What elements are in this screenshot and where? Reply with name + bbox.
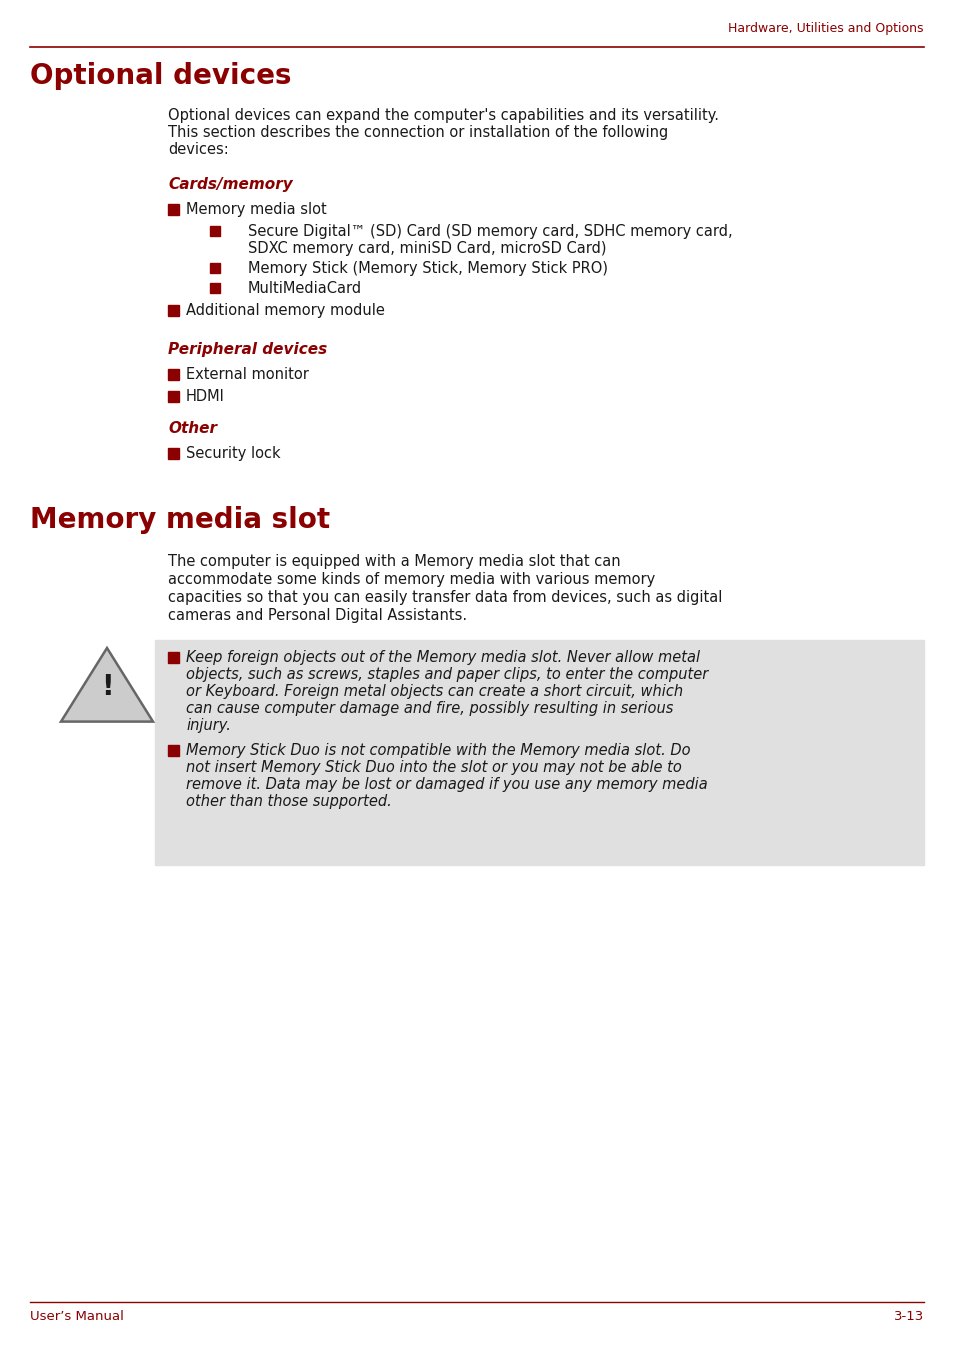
Text: injury.: injury. (186, 718, 231, 733)
Text: cameras and Personal Digital Assistants.: cameras and Personal Digital Assistants. (168, 608, 467, 623)
Text: Cards/memory: Cards/memory (168, 177, 293, 192)
Text: Other: Other (168, 420, 216, 435)
Text: capacities so that you can easily transfer data from devices, such as digital: capacities so that you can easily transf… (168, 589, 721, 604)
Text: Secure Digital™ (SD) Card (SD memory card, SDHC memory card,: Secure Digital™ (SD) Card (SD memory car… (248, 224, 732, 239)
Bar (168, 448, 179, 458)
Bar (168, 652, 179, 662)
Text: Memory media slot: Memory media slot (30, 506, 330, 534)
Bar (168, 369, 179, 380)
Text: or Keyboard. Foreign metal objects can create a short circuit, which: or Keyboard. Foreign metal objects can c… (186, 684, 682, 699)
Text: Hardware, Utilities and Options: Hardware, Utilities and Options (728, 22, 923, 35)
Text: not insert Memory Stick Duo into the slot or you may not be able to: not insert Memory Stick Duo into the slo… (186, 760, 681, 775)
Text: SDXC memory card, miniSD Card, microSD Card): SDXC memory card, miniSD Card, microSD C… (248, 241, 606, 256)
Text: objects, such as screws, staples and paper clips, to enter the computer: objects, such as screws, staples and pap… (186, 667, 707, 681)
Text: Additional memory module: Additional memory module (186, 303, 384, 318)
Bar (210, 283, 220, 293)
Text: This section describes the connection or installation of the following: This section describes the connection or… (168, 124, 667, 141)
Text: 3-13: 3-13 (893, 1310, 923, 1324)
Text: can cause computer damage and fire, possibly resulting in serious: can cause computer damage and fire, poss… (186, 700, 673, 717)
Bar (168, 204, 179, 215)
Text: Optional devices can expand the computer's capabilities and its versatility.: Optional devices can expand the computer… (168, 108, 719, 123)
Bar (168, 306, 179, 316)
Polygon shape (61, 648, 152, 722)
Text: remove it. Data may be lost or damaged if you use any memory media: remove it. Data may be lost or damaged i… (186, 777, 707, 792)
Bar (168, 391, 179, 402)
Text: Memory Stick Duo is not compatible with the Memory media slot. Do: Memory Stick Duo is not compatible with … (186, 744, 690, 758)
Text: External monitor: External monitor (186, 366, 309, 383)
Text: HDMI: HDMI (186, 389, 225, 404)
Text: Memory media slot: Memory media slot (186, 201, 327, 218)
Text: Keep foreign objects out of the Memory media slot. Never allow metal: Keep foreign objects out of the Memory m… (186, 650, 700, 665)
Text: Security lock: Security lock (186, 446, 280, 461)
Bar (168, 745, 179, 756)
Text: accommodate some kinds of memory media with various memory: accommodate some kinds of memory media w… (168, 572, 655, 587)
Text: MultiMediaCard: MultiMediaCard (248, 281, 362, 296)
Text: The computer is equipped with a Memory media slot that can: The computer is equipped with a Memory m… (168, 554, 620, 569)
Bar (210, 264, 220, 273)
Text: !: ! (101, 673, 113, 702)
Text: Memory Stick (Memory Stick, Memory Stick PRO): Memory Stick (Memory Stick, Memory Stick… (248, 261, 607, 276)
Bar (210, 226, 220, 237)
Text: User’s Manual: User’s Manual (30, 1310, 124, 1324)
Text: Optional devices: Optional devices (30, 62, 292, 91)
Text: other than those supported.: other than those supported. (186, 794, 392, 808)
Text: Peripheral devices: Peripheral devices (168, 342, 327, 357)
Bar (154, 639, 923, 865)
Text: devices:: devices: (168, 142, 229, 157)
